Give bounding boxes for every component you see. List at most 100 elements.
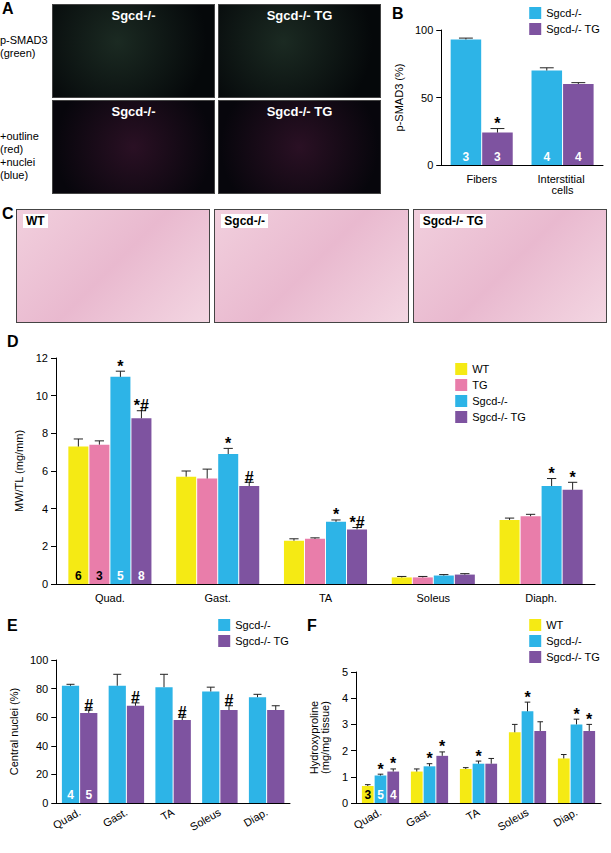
svg-text:Diaph.: Diaph. — [525, 592, 557, 604]
svg-text:3: 3 — [494, 150, 501, 164]
html-text:Sgcd-/- TG: Sgcd-/- TG — [422, 214, 484, 228]
svg-text:Soleus: Soleus — [188, 806, 224, 833]
svg-text:Soleus: Soleus — [416, 592, 450, 604]
svg-text:*: * — [586, 711, 593, 728]
html-text:Sgcd-/- TG: Sgcd-/- TG — [266, 8, 333, 23]
svg-text:4: 4 — [575, 150, 582, 164]
svg-text:4: 4 — [67, 788, 74, 802]
svg-text:8: 8 — [138, 569, 145, 583]
svg-text:50: 50 — [421, 92, 433, 104]
html-text:Sgcd-/- TG: Sgcd-/- TG — [266, 104, 333, 119]
svg-text:0: 0 — [427, 159, 433, 171]
svg-text:WT: WT — [546, 619, 563, 631]
svg-text:Diap.: Diap. — [241, 806, 269, 829]
svg-text:Sgcd-/-: Sgcd-/- — [235, 619, 271, 631]
svg-text:B: B — [392, 5, 404, 22]
svg-text:60: 60 — [36, 711, 48, 723]
svg-text:TA: TA — [159, 805, 177, 822]
svg-text:*: * — [494, 115, 501, 132]
svg-text:E: E — [7, 617, 18, 634]
svg-text:TA: TA — [464, 805, 482, 822]
svg-text:F: F — [307, 617, 317, 634]
svg-text:1: 1 — [342, 771, 348, 783]
svg-text:*: * — [225, 435, 232, 452]
svg-text:2: 2 — [42, 540, 48, 552]
svg-text:WT: WT — [472, 363, 489, 375]
svg-text:*: * — [390, 755, 397, 772]
svg-text:Gast.: Gast. — [404, 806, 433, 830]
svg-text:5: 5 — [342, 666, 348, 678]
svg-text:*: * — [475, 748, 482, 765]
html-text:WT: WT — [26, 214, 45, 228]
svg-text:Sgcd-/- TG: Sgcd-/- TG — [546, 23, 600, 35]
svg-text:Sgcd-/- TG: Sgcd-/- TG — [235, 635, 289, 647]
svg-text:Soleus: Soleus — [495, 806, 531, 833]
svg-text:0: 0 — [342, 797, 348, 809]
svg-text:80: 80 — [36, 683, 48, 695]
svg-text:5: 5 — [85, 788, 92, 802]
svg-text:2: 2 — [342, 745, 348, 757]
svg-text:#: # — [131, 689, 140, 706]
svg-text:4: 4 — [543, 150, 550, 164]
svg-text:Interstitial: Interstitial — [537, 172, 588, 185]
svg-text:12: 12 — [36, 352, 48, 364]
svg-text:0: 0 — [42, 578, 48, 590]
svg-text:0: 0 — [42, 797, 48, 809]
svg-text:p-SMAD3 (%): p-SMAD3 (%) — [393, 64, 405, 132]
svg-text:*: * — [117, 358, 124, 375]
svg-text:*#: *# — [134, 397, 149, 414]
svg-text:4: 4 — [342, 692, 348, 704]
svg-text:40: 40 — [36, 740, 48, 752]
svg-text:Sgcd-/-: Sgcd-/- — [546, 635, 582, 647]
svg-text:3: 3 — [96, 569, 103, 583]
svg-text:*: * — [439, 738, 446, 755]
svg-text:*: * — [573, 706, 580, 723]
svg-text:100: 100 — [30, 654, 48, 666]
svg-text:Sgcd-/-: Sgcd-/- — [472, 395, 508, 407]
svg-text:5: 5 — [117, 569, 124, 583]
html-text:Sgcd-/-: Sgcd-/- — [111, 104, 156, 119]
svg-text:Fibers: Fibers — [466, 173, 497, 185]
svg-text:100: 100 — [415, 24, 433, 36]
svg-text:Sgcd-/- TG: Sgcd-/- TG — [472, 411, 526, 423]
svg-text:TG: TG — [472, 379, 487, 391]
svg-text:6: 6 — [75, 569, 82, 583]
svg-text:3: 3 — [463, 150, 470, 164]
svg-text:TA: TA — [319, 592, 333, 604]
svg-text:3: 3 — [364, 788, 371, 802]
svg-text:*: * — [426, 750, 433, 767]
svg-text:#: # — [225, 692, 234, 709]
svg-text:10: 10 — [36, 390, 48, 402]
svg-text:4: 4 — [42, 503, 48, 515]
html-text:Sgcd-/-: Sgcd-/- — [224, 214, 265, 228]
svg-text:#: # — [178, 704, 187, 721]
svg-text:Central nuclei (%): Central nuclei (%) — [8, 688, 20, 775]
svg-text:5: 5 — [377, 788, 384, 802]
svg-text:#: # — [245, 469, 254, 486]
svg-text:*: * — [333, 506, 340, 523]
svg-text:MW/TL (mg/mm): MW/TL (mg/mm) — [13, 430, 25, 512]
svg-text:Sgcd-/-: Sgcd-/- — [546, 7, 582, 19]
svg-text:(mg/mg tissue): (mg/mg tissue) — [319, 701, 331, 774]
svg-text:20: 20 — [36, 768, 48, 780]
svg-text:D: D — [7, 333, 19, 350]
svg-text:4: 4 — [390, 788, 397, 802]
svg-text:*: * — [570, 469, 577, 486]
svg-text:3: 3 — [342, 718, 348, 730]
svg-text:*: * — [377, 761, 384, 778]
html-text:Sgcd-/-: Sgcd-/- — [111, 8, 156, 23]
svg-text:Quad.: Quad. — [352, 806, 384, 831]
svg-text:Sgcd-/- TG: Sgcd-/- TG — [546, 651, 600, 663]
svg-text:cells: cells — [552, 184, 575, 196]
svg-text:Quad.: Quad. — [95, 592, 125, 604]
svg-text:Gast.: Gast. — [205, 592, 231, 604]
svg-text:*: * — [524, 689, 531, 706]
svg-text:Diap.: Diap. — [551, 806, 579, 829]
svg-text:6: 6 — [42, 465, 48, 477]
svg-text:*#: *# — [349, 514, 364, 531]
svg-text:#: # — [84, 697, 93, 714]
svg-text:Gast.: Gast. — [101, 806, 130, 830]
svg-text:Quad.: Quad. — [51, 806, 83, 831]
svg-text:*: * — [548, 465, 555, 482]
svg-text:8: 8 — [42, 427, 48, 439]
